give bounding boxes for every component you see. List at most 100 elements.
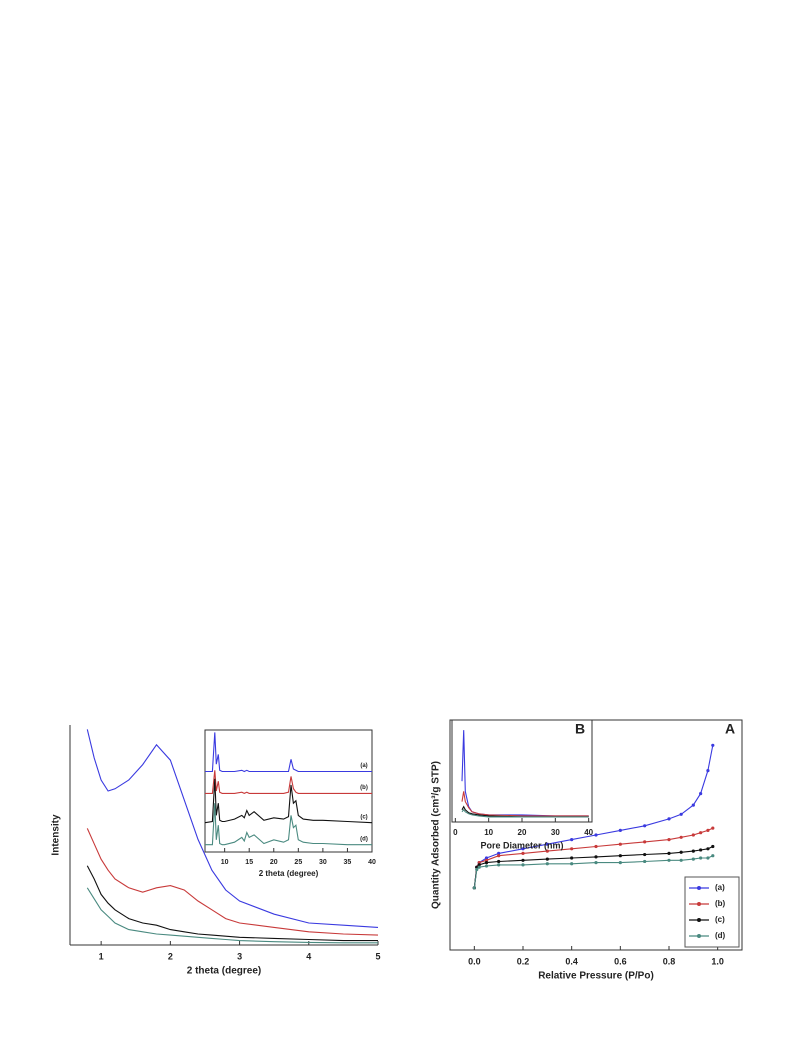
- data-point: [618, 828, 622, 833]
- data-point: [618, 842, 622, 846]
- data-point: [594, 861, 598, 865]
- series-line: [204, 778, 373, 824]
- panel-label: B: [575, 721, 585, 737]
- data-point: [699, 792, 703, 796]
- data-point: [521, 858, 525, 862]
- data-point: [711, 826, 715, 830]
- x-tick-label: 5: [375, 951, 380, 961]
- legend-box: [684, 876, 740, 948]
- data-point: [691, 833, 695, 837]
- x-axis-label: 2 theta (degree): [259, 869, 319, 878]
- series-line: [86, 865, 378, 942]
- data-point: [699, 848, 703, 852]
- x-tick-label: 20: [270, 859, 278, 866]
- data-point: [618, 861, 622, 865]
- data-point: [484, 856, 489, 860]
- series-line: [86, 828, 379, 936]
- x-tick-label: 10: [484, 828, 493, 837]
- x-tick-label: 0.6: [614, 956, 627, 966]
- x-tick-label: 0.0: [468, 956, 481, 966]
- x-tick-label: 4: [306, 951, 311, 961]
- legend-marker: [697, 886, 701, 890]
- data-point: [484, 861, 489, 865]
- data-point: [691, 857, 695, 861]
- data-point: [643, 840, 647, 844]
- data-point: [570, 862, 574, 866]
- data-point: [497, 863, 501, 867]
- data-point: [594, 855, 598, 859]
- data-point: [570, 856, 574, 860]
- legend-label: (a): [715, 883, 725, 892]
- x-axis-label: 2 theta (degree): [187, 966, 261, 977]
- x-tick-label: 2: [168, 951, 173, 961]
- x-tick-label: 3: [237, 951, 242, 961]
- data-point: [475, 867, 479, 872]
- data-point: [477, 863, 481, 867]
- legend-label: (d): [715, 931, 726, 940]
- legend-marker: [697, 902, 701, 906]
- data-point: [484, 858, 489, 862]
- legend-label: (c): [715, 915, 725, 924]
- data-point: [706, 856, 710, 860]
- x-tick-label: 0: [453, 828, 458, 837]
- data-point: [699, 831, 703, 835]
- x-tick-label: 1.0: [711, 956, 724, 966]
- x-axis-label: Relative Pressure (P/Po): [538, 971, 654, 982]
- data-point: [594, 833, 598, 837]
- data-point: [545, 849, 549, 853]
- data-point: [521, 847, 525, 851]
- x-tick-label: 1: [99, 951, 104, 961]
- series-label: (c): [360, 814, 367, 820]
- data-point: [679, 850, 683, 854]
- data-point: [711, 844, 715, 849]
- x-tick-label: 30: [551, 828, 560, 837]
- x-tick-label: 30: [319, 859, 327, 866]
- plot-frame: [451, 719, 593, 823]
- series-label: (d): [360, 836, 368, 842]
- data-point: [679, 812, 683, 816]
- series-line: [86, 729, 379, 928]
- data-point: [484, 864, 489, 868]
- x-tick-label: 0.2: [517, 956, 530, 966]
- data-point: [497, 851, 501, 856]
- series-line: [205, 770, 372, 795]
- data-point: [545, 857, 549, 861]
- data-point: [477, 861, 481, 865]
- data-point: [679, 858, 683, 862]
- data-point: [706, 828, 710, 833]
- data-point: [475, 865, 479, 869]
- x-tick-label: 20: [518, 828, 527, 837]
- x-tick-label: 35: [344, 859, 352, 866]
- legend-marker: [697, 934, 701, 938]
- data-point: [691, 849, 695, 853]
- series-line: [86, 887, 378, 944]
- y-axis-label: Quantity Adsorbed (cm³/g STP): [431, 761, 442, 909]
- series-line: [205, 732, 372, 773]
- legend-label: (b): [715, 899, 726, 908]
- panel-label: A: [725, 721, 735, 737]
- data-point: [691, 803, 695, 807]
- data-point: [497, 854, 501, 858]
- data-point: [711, 854, 715, 858]
- data-point: [497, 859, 501, 864]
- series-line: [461, 791, 589, 817]
- y-axis-label: Intensity: [51, 814, 62, 856]
- x-tick-label: 25: [294, 859, 302, 866]
- data-point: [711, 743, 715, 747]
- data-point: [667, 817, 671, 821]
- x-tick-label: 0.4: [565, 956, 578, 966]
- x-tick-label: 40: [368, 859, 376, 866]
- data-point: [706, 769, 710, 773]
- data-point: [472, 886, 476, 890]
- data-point: [618, 854, 622, 858]
- data-point: [545, 862, 549, 866]
- data-point: [706, 847, 710, 851]
- data-point: [477, 865, 481, 869]
- x-tick-label: 10: [221, 859, 229, 866]
- data-point: [643, 824, 647, 828]
- data-point: [643, 859, 647, 864]
- x-axis-label: Pore Diameter (nm): [480, 840, 563, 850]
- data-point: [521, 851, 525, 856]
- legend-marker: [697, 918, 701, 922]
